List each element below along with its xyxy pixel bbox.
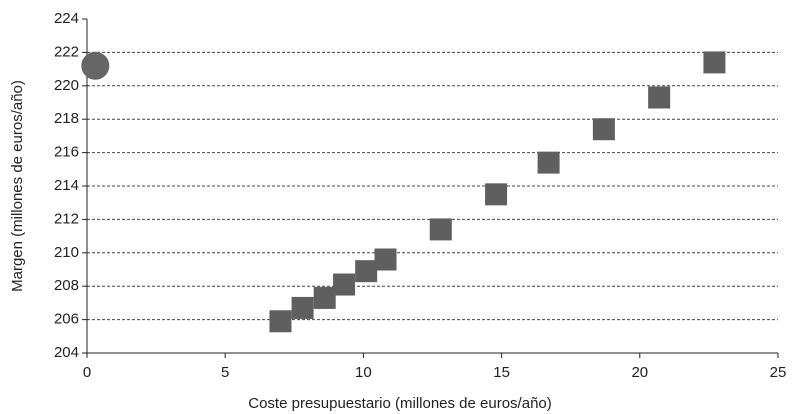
point — [355, 260, 378, 283]
y-tick-label: 222 — [54, 43, 79, 60]
point — [703, 51, 726, 74]
y-tick-label: 216 — [54, 144, 79, 161]
x-axis-label: Coste presupuestario (millones de euros/… — [248, 395, 552, 412]
x-tick-label: 5 — [221, 364, 229, 381]
y-tick-label: 224 — [54, 10, 79, 27]
point — [537, 151, 560, 174]
point — [374, 248, 397, 271]
x-tick-label: 20 — [631, 364, 648, 381]
y-tick-label: 220 — [54, 77, 79, 94]
y-tick-label: 218 — [54, 110, 79, 127]
y-tick-label: 204 — [54, 344, 79, 361]
y-tick-label: 208 — [54, 277, 79, 294]
point — [485, 183, 508, 206]
y-tick-label: 214 — [54, 177, 79, 194]
point — [269, 310, 292, 333]
point — [81, 51, 110, 80]
point — [592, 118, 615, 141]
x-tick-label: 15 — [493, 364, 510, 381]
y-tick-label: 210 — [54, 244, 79, 261]
y-axis-label: Margen (millones de euros/año) — [9, 80, 26, 292]
point — [648, 86, 671, 109]
x-tick-label: 25 — [770, 364, 787, 381]
x-tick-label: 0 — [83, 364, 91, 381]
y-tick-label: 206 — [54, 311, 79, 328]
point — [291, 296, 314, 319]
point — [333, 273, 356, 296]
y-tick-label: 212 — [54, 210, 79, 227]
point — [313, 286, 336, 309]
point — [429, 218, 452, 241]
x-tick-label: 10 — [355, 364, 372, 381]
